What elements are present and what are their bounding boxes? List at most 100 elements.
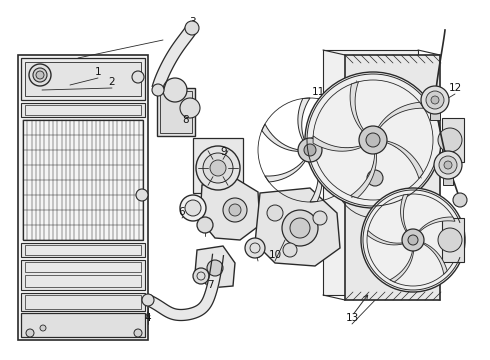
Circle shape: [185, 200, 201, 216]
Circle shape: [444, 161, 452, 169]
Circle shape: [361, 188, 465, 292]
Text: 10: 10: [269, 250, 282, 260]
Bar: [443, 175, 453, 185]
Bar: [21, 58, 145, 100]
Circle shape: [163, 78, 187, 102]
Circle shape: [180, 195, 206, 221]
Polygon shape: [418, 217, 455, 232]
Circle shape: [136, 189, 148, 201]
Bar: [193, 138, 243, 193]
Bar: [25, 105, 141, 115]
Polygon shape: [367, 230, 404, 245]
Circle shape: [453, 193, 467, 207]
Polygon shape: [422, 242, 447, 274]
Circle shape: [402, 229, 424, 251]
Text: 3: 3: [189, 17, 196, 27]
Polygon shape: [350, 82, 365, 132]
Bar: [157, 88, 195, 136]
Polygon shape: [377, 147, 403, 171]
Polygon shape: [344, 150, 368, 176]
Polygon shape: [200, 178, 260, 240]
Circle shape: [185, 21, 199, 35]
Bar: [21, 243, 145, 257]
Text: 7: 7: [207, 280, 213, 290]
Circle shape: [142, 294, 154, 306]
Polygon shape: [152, 25, 197, 90]
Polygon shape: [298, 98, 310, 142]
Polygon shape: [146, 254, 223, 320]
Circle shape: [408, 235, 418, 245]
Text: 8: 8: [183, 115, 189, 125]
Text: 11: 11: [311, 87, 324, 97]
Polygon shape: [255, 188, 340, 266]
Circle shape: [207, 260, 223, 276]
Bar: [25, 262, 141, 272]
Circle shape: [36, 71, 44, 79]
Circle shape: [367, 170, 383, 186]
Polygon shape: [195, 246, 235, 288]
Circle shape: [359, 126, 387, 154]
Polygon shape: [262, 124, 300, 152]
Polygon shape: [350, 152, 376, 198]
Text: 13: 13: [345, 313, 359, 323]
Polygon shape: [310, 158, 322, 202]
Text: 9: 9: [255, 250, 261, 260]
Polygon shape: [313, 136, 363, 151]
Circle shape: [313, 211, 327, 225]
Circle shape: [223, 198, 247, 222]
Bar: [23, 120, 143, 240]
Bar: [345, 55, 440, 300]
Polygon shape: [265, 159, 306, 182]
Polygon shape: [383, 180, 406, 206]
Text: 12: 12: [448, 83, 462, 93]
Circle shape: [132, 71, 144, 83]
Circle shape: [134, 329, 142, 337]
Circle shape: [193, 268, 209, 284]
Bar: [442, 218, 464, 262]
Bar: [25, 275, 141, 287]
Polygon shape: [347, 185, 373, 209]
Bar: [25, 62, 141, 96]
Circle shape: [304, 144, 316, 156]
Circle shape: [426, 91, 444, 109]
Polygon shape: [401, 194, 408, 232]
Text: 9: 9: [220, 147, 227, 157]
Bar: [21, 260, 145, 290]
Text: 4: 4: [145, 313, 151, 323]
Circle shape: [229, 204, 241, 216]
Circle shape: [152, 84, 164, 96]
Bar: [442, 118, 464, 162]
Circle shape: [421, 86, 449, 114]
Bar: [18, 55, 148, 340]
Bar: [21, 293, 145, 311]
Polygon shape: [390, 250, 414, 282]
Text: 2: 2: [109, 77, 115, 87]
Circle shape: [245, 238, 265, 258]
Circle shape: [33, 68, 47, 82]
Polygon shape: [385, 141, 423, 179]
Circle shape: [267, 205, 283, 221]
Text: 6: 6: [179, 207, 185, 217]
Circle shape: [431, 96, 439, 104]
Circle shape: [434, 151, 462, 179]
Circle shape: [439, 156, 457, 174]
Polygon shape: [320, 149, 358, 176]
Circle shape: [282, 210, 318, 246]
Bar: [25, 295, 141, 309]
Circle shape: [298, 138, 322, 162]
Bar: [21, 313, 145, 337]
Circle shape: [438, 228, 462, 252]
Bar: [323, 50, 418, 295]
Text: 5: 5: [202, 225, 208, 235]
Bar: [160, 91, 192, 133]
Circle shape: [196, 146, 240, 190]
Circle shape: [438, 128, 462, 152]
Circle shape: [197, 217, 213, 233]
Bar: [21, 103, 145, 117]
Circle shape: [290, 218, 310, 238]
Polygon shape: [314, 118, 355, 141]
Circle shape: [40, 325, 46, 331]
Circle shape: [366, 133, 380, 147]
Bar: [25, 245, 141, 255]
Circle shape: [305, 72, 441, 208]
